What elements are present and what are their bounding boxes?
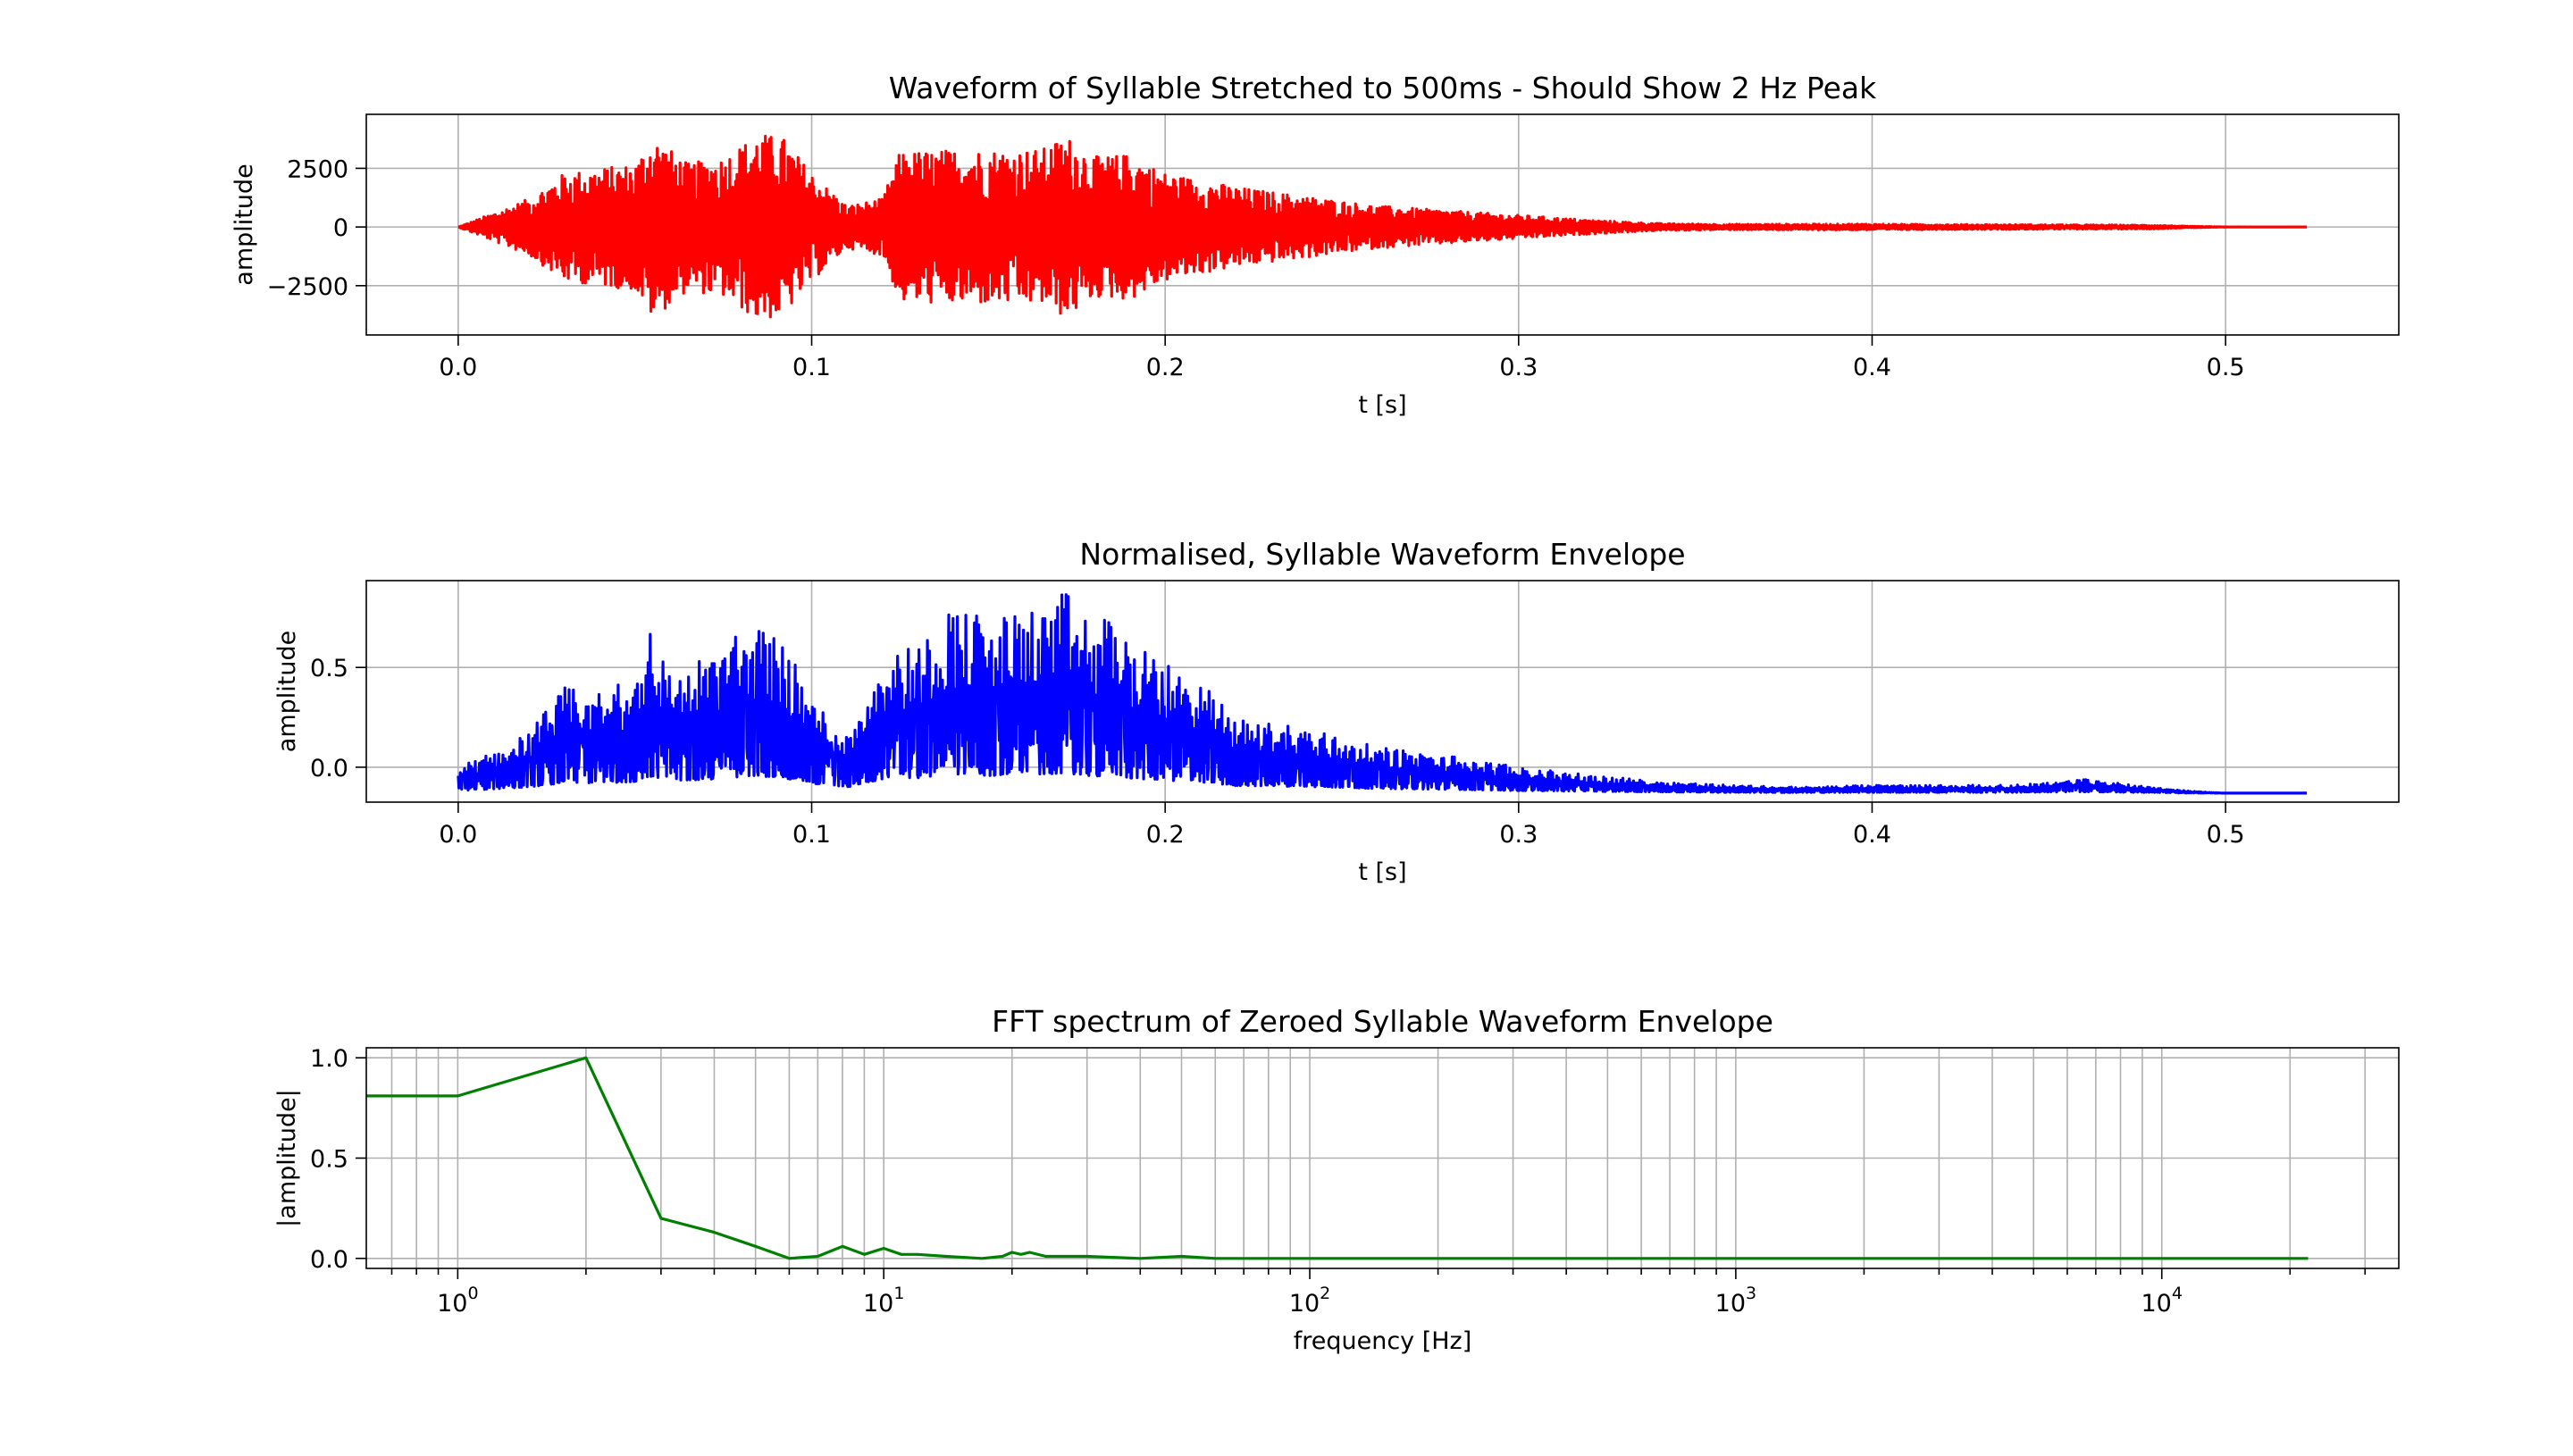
x-tick-label: 100 xyxy=(437,1284,478,1318)
y-tick-label: 0.0 xyxy=(310,755,348,782)
y-tick-label: 0.5 xyxy=(310,655,348,682)
y-axis-label: |amplitude| xyxy=(273,1089,301,1227)
x-tick-label: 0.3 xyxy=(1499,821,1538,849)
y-tick-label: 0.5 xyxy=(310,1146,348,1174)
x-tick-label: 0.0 xyxy=(439,354,477,381)
x-tick-label: 0.4 xyxy=(1853,821,1891,849)
plot-frame xyxy=(365,580,2400,803)
series-line-1 xyxy=(457,593,2308,795)
x-tick-label: 103 xyxy=(1715,1284,1756,1318)
x-tick-label: 0.5 xyxy=(2207,821,2245,849)
subplot-2: 0.0 0.1 0.2 0.3 0.4 0.5 0.5 0.0 Normalised, Syll… xyxy=(273,537,2400,886)
x-axis-label: frequency [Hz] xyxy=(1294,1327,1472,1355)
series-line-1 xyxy=(366,1056,2309,1260)
x-tick-label: 104 xyxy=(2141,1284,2183,1318)
x-tick-label: 0.2 xyxy=(1146,354,1185,381)
chart-title: Waveform of Syllable Stretched to 500ms … xyxy=(889,71,1877,105)
plot-frame xyxy=(365,113,2400,336)
subplot-1: 0.0 0.1 0.2 0.3 0.4 0.5 2500 0 −2500 Waveform of … xyxy=(230,71,2400,419)
plot-frame xyxy=(365,1047,2400,1269)
x-tick-label: 0.5 xyxy=(2207,354,2245,381)
x-tick-label: 0.0 xyxy=(439,821,477,849)
y-tick-label: 0 xyxy=(333,214,348,242)
x-axis-label: t [s] xyxy=(1358,858,1406,886)
chart-title: Normalised, Syllable Waveform Envelope xyxy=(1079,537,1685,572)
x-tick-label: 0.1 xyxy=(792,354,831,381)
x-tick-label: 0.2 xyxy=(1146,821,1185,849)
y-axis-label: amplitude xyxy=(230,163,258,285)
x-tick-label: 0.3 xyxy=(1499,354,1538,381)
y-tick-label: 2500 xyxy=(287,155,348,183)
series-line-1 xyxy=(457,134,2308,319)
x-axis-label: t [s] xyxy=(1358,391,1406,419)
x-tick-label: 101 xyxy=(863,1284,904,1318)
y-tick-label: 1.0 xyxy=(310,1045,348,1073)
x-tick-label: 0.4 xyxy=(1853,354,1891,381)
chart-title: FFT spectrum of Zeroed Syllable Waveform… xyxy=(992,1004,1773,1039)
y-axis-label: amplitude xyxy=(273,631,301,752)
y-tick-label: −2500 xyxy=(267,273,348,301)
x-tick-label: 0.1 xyxy=(792,821,831,849)
y-tick-label: 0.0 xyxy=(310,1246,348,1274)
x-tick-label: 102 xyxy=(1289,1284,1330,1318)
subplot-3: 100 101 102 103 104 1.0 0.5 0.0 FFT spectrum of … xyxy=(273,1004,2400,1355)
